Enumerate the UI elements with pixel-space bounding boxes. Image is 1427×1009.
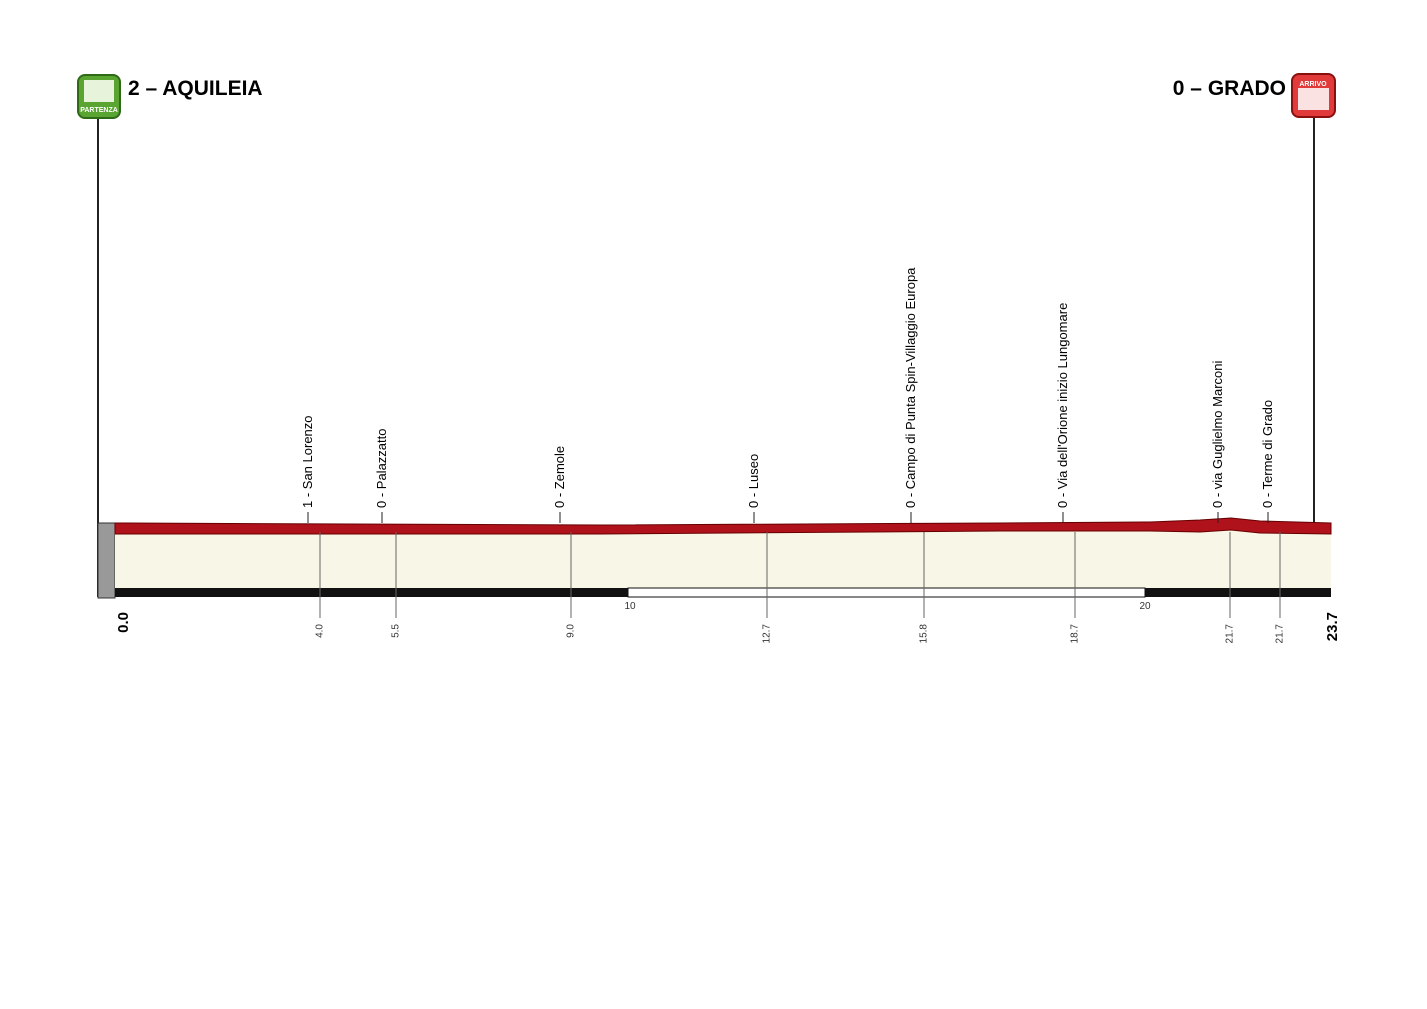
waypoint-label: 0 - via Guglielmo Marconi (1210, 361, 1225, 508)
start-badge-icon (84, 80, 114, 102)
waypoint-label: 0 - Palazzatto (374, 429, 389, 509)
finish-km: 23.7 (1324, 612, 1341, 641)
waypoint-km: 12.7 (762, 624, 773, 644)
scale-bar (1145, 588, 1331, 597)
start-block (97, 522, 116, 599)
waypoint-km: 5.5 (391, 624, 402, 638)
start-name: 2 – AQUILEIA (128, 77, 263, 100)
waypoint-km: 21.7 (1275, 624, 1286, 644)
finish-badge-icon (1298, 88, 1329, 110)
profile-area (115, 522, 1331, 588)
start-badge-text: PARTENZA (80, 107, 118, 114)
scale-bar (627, 587, 1146, 598)
scale-label: 20 (1139, 601, 1151, 612)
waypoint-label: 0 - Campo di Punta Spin-Villaggio Europa (903, 267, 918, 508)
waypoint-km: 18.7 (1070, 624, 1081, 644)
waypoint-label: 0 - Via dell'Orione inizio Lungomare (1055, 303, 1070, 508)
scale-bar (115, 588, 628, 597)
waypoint-km: 9.0 (566, 624, 577, 638)
waypoints: 1 - San Lorenzo 4.0 0 - Palazzatto 5.5 0 - Z… (300, 267, 1286, 644)
waypoint-label: 1 - San Lorenzo (300, 415, 315, 508)
waypoint-km: 4.0 (315, 624, 326, 638)
waypoint-label: 0 - Luseo (746, 454, 761, 508)
waypoint-km: 21.7 (1225, 624, 1236, 644)
scale-label: 10 (624, 601, 636, 612)
waypoint-label: 0 - Zemole (552, 446, 567, 508)
waypoint-label: 0 - Terme di Grado (1260, 400, 1275, 508)
finish-badge-text: ARRIVO (1299, 81, 1327, 88)
waypoint-km: 15.8 (919, 624, 930, 644)
finish-name: 0 – GRADO (1173, 77, 1286, 100)
profile-road (114, 517, 1332, 535)
start-km: 0.0 (115, 612, 132, 633)
